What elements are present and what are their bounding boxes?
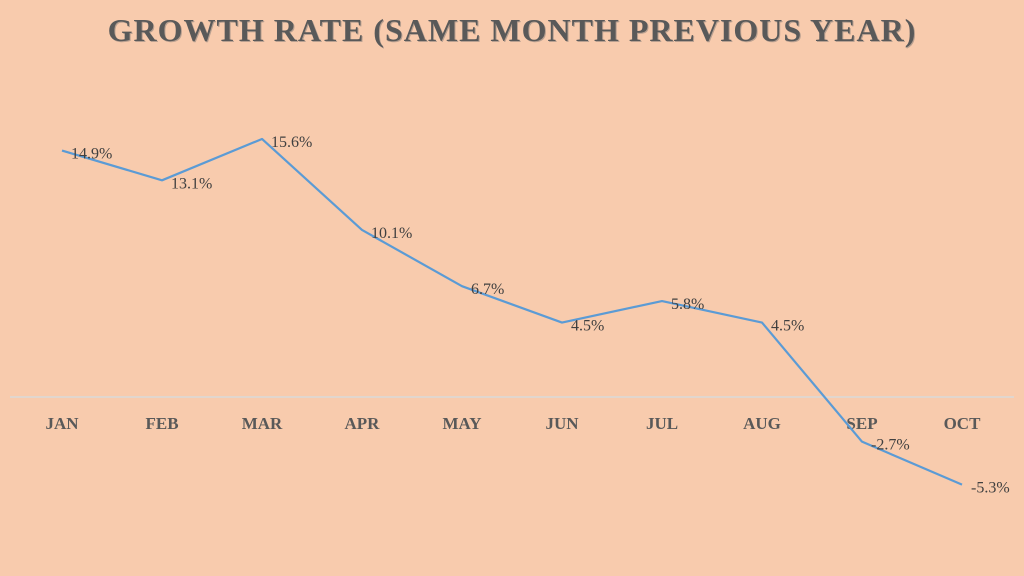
data-label: 10.1% [371,225,412,242]
x-tick-label: AUG [743,414,781,433]
series-line-growth-rate [61,137,963,486]
data-label: 6.7% [471,281,504,298]
data-label: -5.3% [971,480,1010,497]
x-tick-label: JAN [45,414,79,433]
x-tick-label: MAY [442,414,481,433]
x-tick-label: JUN [545,414,579,433]
x-tick-label: MAR [242,414,283,433]
chart-title: Growth Rate (Same Month Previous Year) [107,12,917,48]
data-label: 13.1% [171,175,212,192]
x-tick-label: SEP [846,414,877,433]
data-label: 5.8% [671,296,704,313]
x-tick-label: OCT [944,414,982,433]
data-label: 15.6% [271,134,312,151]
data-label: 4.5% [571,318,604,335]
x-tick-label: JUL [646,414,678,433]
x-tick-label: FEB [145,414,178,433]
data-label: 4.5% [771,318,804,335]
data-label: -2.7% [871,437,910,454]
data-label: 14.9% [71,146,112,163]
x-tick-label: APR [345,414,381,433]
